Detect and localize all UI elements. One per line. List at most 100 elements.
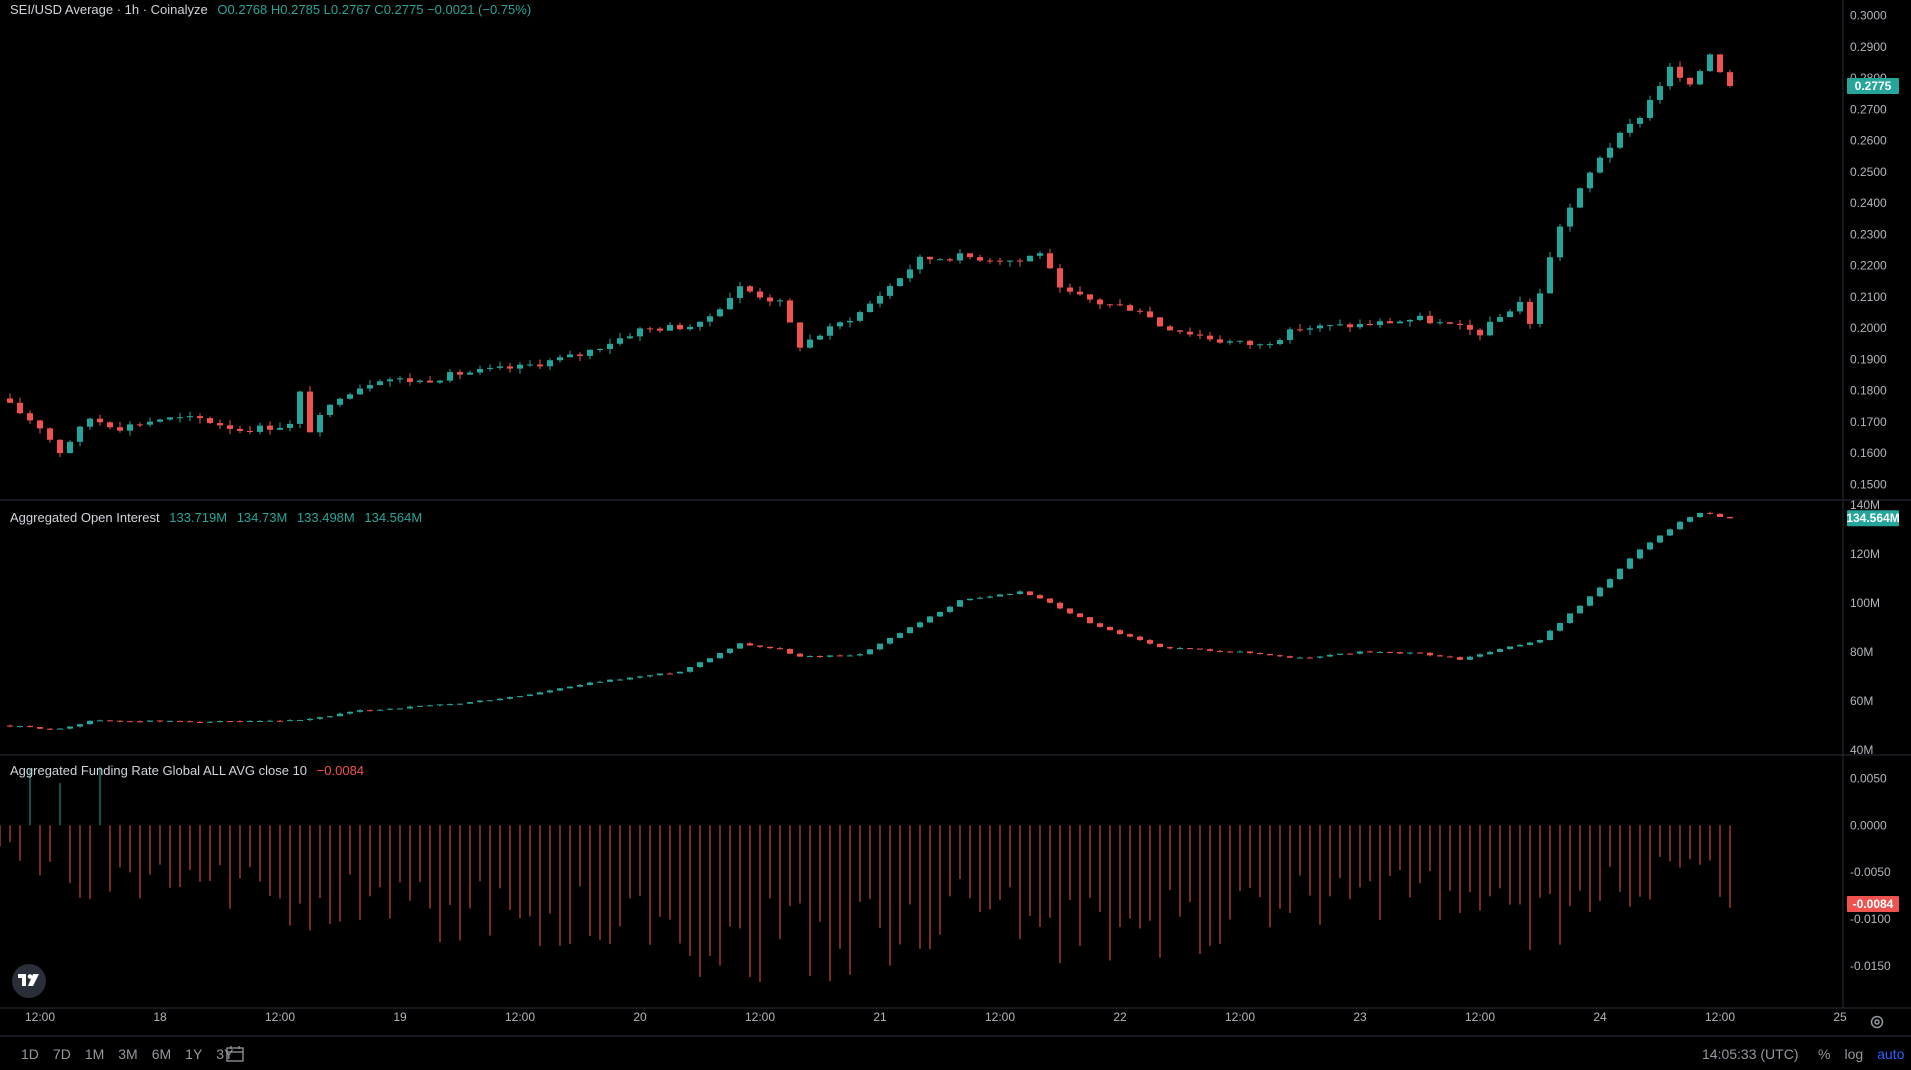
oi-candle-body	[1317, 656, 1323, 658]
oi-candle-body	[217, 721, 223, 723]
price-candle-body	[1017, 260, 1023, 262]
percent-scale-button[interactable]: %	[1818, 1046, 1831, 1062]
oi-candle-body	[477, 700, 483, 703]
symbol-title[interactable]: SEI/USD Average · 1h · Coinalyze	[10, 2, 208, 17]
ohlc-high: H0.2785	[270, 2, 321, 17]
log-scale-button[interactable]: log	[1844, 1046, 1864, 1062]
y-tick-label: -0.0100	[1850, 912, 1891, 926]
oi-candle-body	[377, 709, 383, 711]
range-6m-button[interactable]: 6M	[151, 1046, 172, 1062]
price-candle-body	[1667, 66, 1673, 87]
price-axis[interactable]: 0.1500 0.1600 0.1700 0.1800 0.1900 0.2000 0.21…	[1850, 9, 1891, 973]
oi-candle-body	[807, 656, 813, 658]
price-candle-body	[397, 378, 403, 380]
price-candle-body	[1277, 340, 1283, 345]
oi-candle-body	[1587, 596, 1593, 606]
oi-candle-body	[47, 728, 53, 730]
price-candle-body	[807, 339, 813, 348]
price-candle-body	[1397, 321, 1403, 324]
oi-candle-body	[1457, 657, 1463, 660]
range-7d-button[interactable]: 7D	[52, 1046, 71, 1062]
oi-candle-body	[237, 721, 243, 723]
calendar-icon[interactable]	[226, 1045, 244, 1065]
funding-title[interactable]: Aggregated Funding Rate Global ALL AVG c…	[10, 763, 308, 778]
price-candle-body	[1187, 331, 1193, 335]
x-tick-label: 19	[393, 1010, 407, 1024]
oi-candle-body	[407, 706, 413, 709]
price-candle-body	[1097, 299, 1103, 305]
price-candle-body	[197, 416, 203, 419]
price-candle-body	[487, 367, 493, 369]
oi-candle-body	[297, 720, 303, 722]
price-candle-body	[617, 338, 623, 344]
price-candle-body	[1107, 304, 1113, 306]
oi-candle-body	[1327, 654, 1333, 657]
price-candle-body	[1577, 188, 1583, 208]
oi-candle-body	[967, 598, 973, 601]
oi-candle-body	[977, 597, 983, 599]
oi-candle-body	[1087, 617, 1093, 624]
x-tick-label: 21	[873, 1010, 887, 1024]
range-1m-button[interactable]: 1M	[84, 1046, 105, 1062]
price-candle-body	[1457, 323, 1463, 325]
range-3m-button[interactable]: 3M	[118, 1046, 138, 1062]
price-candle-body	[447, 372, 453, 381]
y-tick-label: 40M	[1850, 743, 1873, 757]
price-candle-body	[1647, 99, 1653, 118]
oi-candle-body	[1267, 654, 1273, 656]
auto-scale-button[interactable]: auto	[1877, 1046, 1905, 1062]
price-candle-body	[937, 259, 943, 261]
oi-candle-body	[887, 637, 893, 644]
oi-candle-body	[767, 646, 773, 649]
y-tick-label: 0.1500	[1850, 477, 1887, 491]
price-candle-body	[1537, 293, 1543, 324]
price-candle-body	[727, 297, 733, 310]
price-candle-body	[167, 417, 173, 420]
x-tick-label: 23	[1353, 1010, 1367, 1024]
utc-clock[interactable]: 14:05:33 (UTC)	[1702, 1046, 1799, 1062]
tradingview-logo-icon[interactable]	[12, 964, 46, 998]
oi-candle-body	[1687, 517, 1693, 522]
price-candle-body	[947, 259, 953, 261]
price-candle-body	[707, 316, 713, 322]
price-candle-body	[1527, 301, 1533, 324]
price-candle-body	[857, 312, 863, 321]
price-candle-body	[1217, 339, 1223, 343]
price-candle-body	[837, 322, 843, 327]
oi-candle-body	[1497, 649, 1503, 652]
price-candle-body	[1157, 317, 1163, 327]
price-candle-body	[627, 336, 633, 339]
oi-candle-body	[497, 698, 503, 701]
oi-candle-body	[157, 720, 163, 722]
oi-candle-body	[87, 720, 93, 725]
price-candle-body	[917, 256, 923, 270]
oi-candle-body	[247, 721, 253, 723]
oi-candle-body	[1347, 653, 1353, 655]
oi-candle-body	[67, 726, 73, 729]
range-3y-button[interactable]: 3Y	[216, 1046, 234, 1062]
price-candle-body	[7, 398, 13, 403]
price-candle-body	[97, 418, 103, 423]
price-candle-body	[47, 428, 53, 440]
x-tick-label: 25	[1833, 1010, 1847, 1024]
x-tick-label: 12:00	[985, 1010, 1015, 1024]
gear-icon[interactable]	[1869, 1014, 1885, 1035]
range-1y-button[interactable]: 1Y	[185, 1046, 203, 1062]
oi-candle-body	[437, 704, 443, 706]
range-1d-button[interactable]: 1D	[21, 1046, 39, 1062]
time-axis[interactable]: 12:00 18 12:00 19 12:00 20 12:00 21 12:00 22 12:00…	[25, 1010, 1847, 1024]
oi-candle-body	[1527, 642, 1533, 645]
oi-candle-body	[637, 676, 643, 678]
price-candle-body	[577, 354, 583, 356]
oi-candle-body	[1627, 558, 1633, 569]
oi-candle-body	[1307, 657, 1313, 659]
oi-candle-body	[1437, 655, 1443, 657]
price-candle-body	[1067, 287, 1073, 292]
oi-title[interactable]: Aggregated Open Interest	[10, 510, 160, 525]
oi-candle-body	[697, 662, 703, 668]
price-candle-body	[497, 366, 503, 368]
oi-pane-legend: Aggregated Open Interest 133.719M 134.73…	[10, 510, 428, 525]
oi-candle-body	[667, 673, 673, 675]
y-tick-label: 0.2600	[1850, 134, 1887, 148]
